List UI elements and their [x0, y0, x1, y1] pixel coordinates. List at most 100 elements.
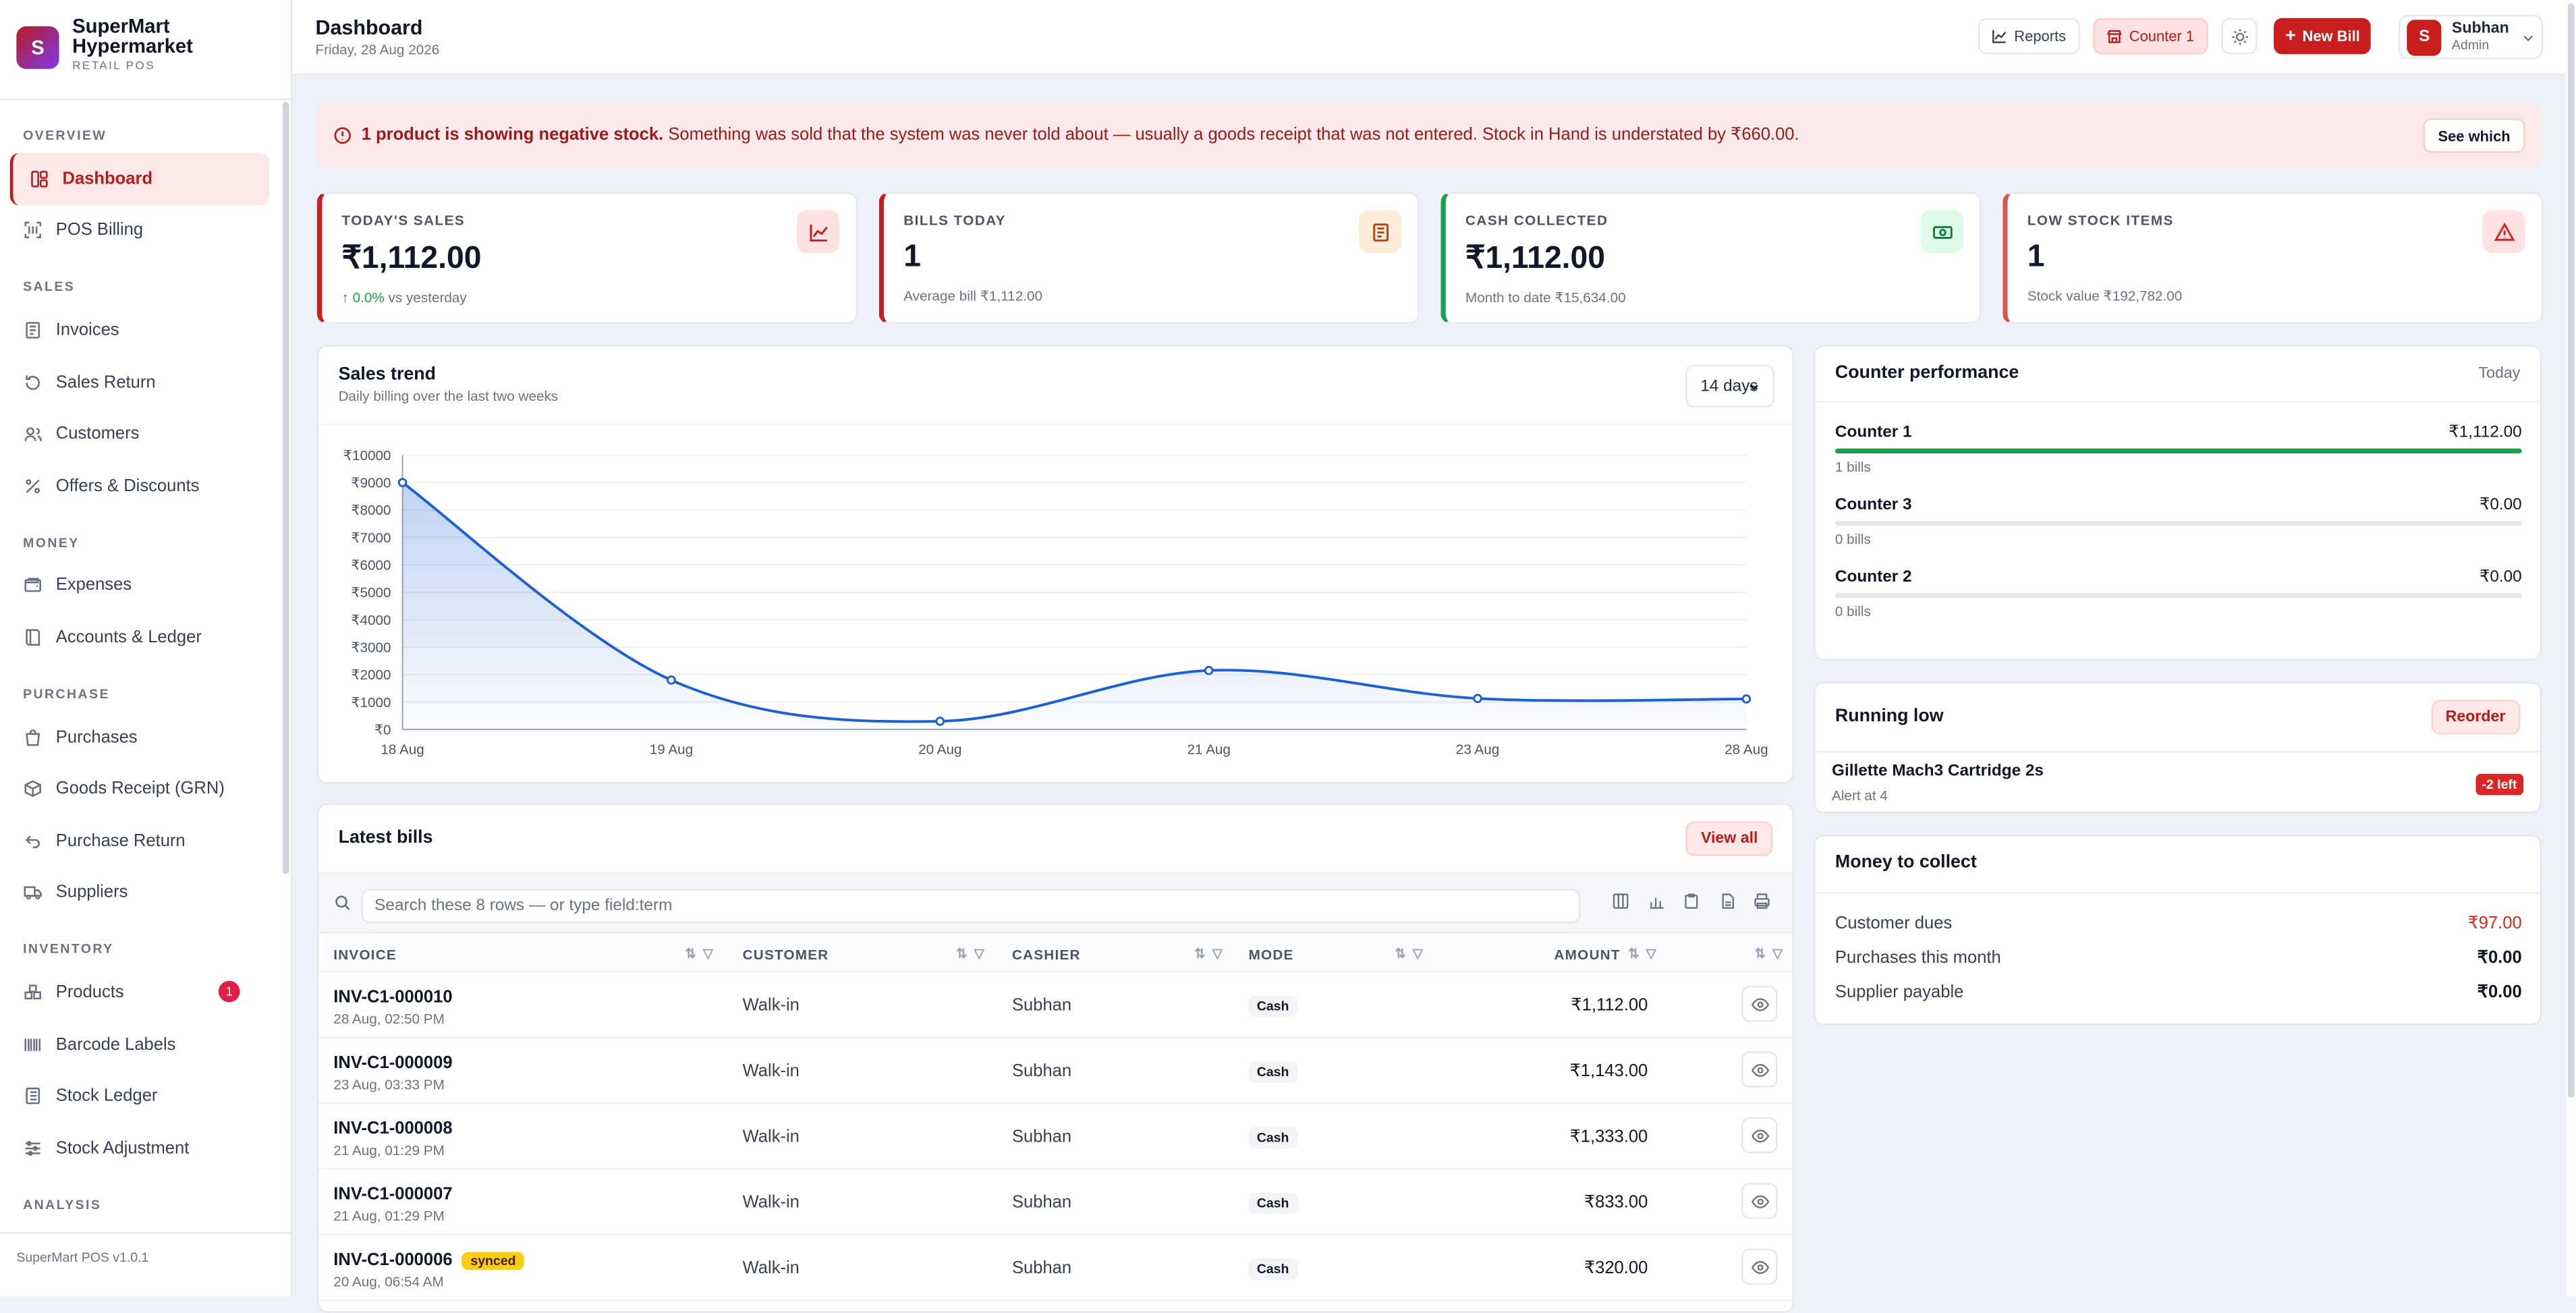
sidebar-item-label: Accounts & Ledger — [55, 627, 202, 648]
spreadsheet-icon[interactable] — [1718, 892, 1737, 910]
sidebar-nav: OVERVIEW Dashboard POS Billing SALES Invoice… — [0, 128, 279, 1232]
sidebar-scrollbar[interactable] — [282, 101, 289, 874]
brand[interactable]: S SuperMart Hypermarket RETAIL POS — [16, 16, 220, 72]
period-label: Today — [2478, 364, 2521, 383]
sidebar-item-expenses[interactable]: Expenses — [0, 559, 279, 611]
user-menu[interactable]: S Subhan Admin — [2399, 14, 2544, 59]
sort-filter-icon[interactable]: ⇅ ▽ — [685, 946, 715, 961]
reorder-button[interactable]: Reorder — [2430, 700, 2521, 735]
sort-filter-icon[interactable]: ⇅ ▽ — [1754, 946, 1785, 961]
view-all-button[interactable]: View all — [1686, 821, 1773, 856]
table-row[interactable]: INV-C1-000007 21 Aug, 01:29 PM Walk-in Subh… — [318, 1170, 1793, 1236]
sidebar-item-label: Sales Return — [55, 372, 156, 392]
column-header-customer[interactable]: CUSTOMER — [742, 946, 829, 963]
column-header-invoice[interactable]: INVOICE — [333, 946, 397, 963]
sidebar-item-sales-return[interactable]: Sales Return — [0, 356, 279, 408]
sidebar-item-goods-receipt-grn[interactable]: Goods Receipt (GRN) — [0, 763, 279, 815]
invoice-number[interactable]: INV-C1-000009 — [333, 1053, 452, 1073]
page-date: Friday, 28 Aug 2026 — [315, 40, 440, 58]
counter-label: Counter 1 — [2129, 28, 2195, 45]
invoice-number[interactable]: INV-C1-000006 synced — [333, 1250, 524, 1270]
payment-mode-badge: Cash — [1248, 1127, 1297, 1149]
data-point — [1204, 665, 1214, 675]
view-bill-button[interactable] — [1741, 1183, 1778, 1219]
sort-filter-icon[interactable]: ⇅ ▽ — [956, 946, 986, 961]
eye-icon — [1750, 1260, 1768, 1273]
divider — [318, 424, 1793, 426]
sidebar-item-purchases[interactable]: Purchases — [0, 711, 279, 763]
card-subtitle: Daily billing over the last two weeks — [338, 387, 559, 405]
kpi-low-stock: LOW STOCK ITEMS 1 Stock value ₹192,782.0… — [2003, 192, 2544, 324]
reports-button[interactable]: Reports — [1978, 18, 2079, 55]
money-label: Customer dues — [1835, 913, 1953, 934]
counter-name: Counter 3 — [1835, 496, 1912, 515]
range-select[interactable]: 14 days — [1685, 364, 1774, 408]
invoice-number[interactable]: INV-C1-000008 — [333, 1119, 452, 1138]
percent-icon — [23, 476, 43, 496]
stock-left-badge: -2 left — [2475, 773, 2524, 795]
sidebar-item-suppliers[interactable]: Suppliers — [0, 867, 279, 919]
view-bill-button[interactable] — [1741, 986, 1778, 1022]
print-icon[interactable] — [1753, 892, 1771, 910]
low-item-name[interactable]: Gillette Mach3 Cartridge 2s — [1832, 762, 2044, 781]
y-tick-label: ₹1000 — [351, 695, 391, 710]
counter-select-button[interactable]: Counter 1 — [2093, 18, 2208, 55]
money-value: ₹0.00 — [2477, 982, 2522, 1003]
column-header-mode[interactable]: MODE — [1248, 946, 1294, 963]
counter-name: Counter 1 — [1835, 424, 1912, 443]
top-header: Dashboard Friday, 28 Aug 2026 Reports Co… — [292, 0, 2567, 76]
new-bill-button[interactable]: + New Bill — [2274, 18, 2372, 55]
sidebar-item-invoices[interactable]: Invoices — [0, 304, 279, 356]
counter-row: Counter 1 ₹1,112.00 1 bills — [1835, 424, 2522, 475]
truck-icon — [23, 883, 43, 902]
eye-icon — [1750, 1063, 1768, 1076]
sort-filter-icon[interactable]: ⇅ ▽ — [1395, 946, 1425, 961]
sidebar-item-purchase-return[interactable]: Purchase Return — [0, 815, 279, 867]
theme-toggle-button[interactable] — [2221, 18, 2258, 55]
view-bill-button[interactable] — [1741, 1051, 1778, 1088]
view-bill-button[interactable] — [1741, 1117, 1778, 1154]
column-header-amount[interactable]: AMOUNT — [1554, 946, 1621, 963]
nav-section-inventory: INVENTORY — [23, 941, 114, 957]
see-which-button[interactable]: See which — [2423, 118, 2525, 153]
store-icon — [2107, 30, 2122, 43]
customer-cell: Walk-in — [742, 1127, 800, 1147]
sidebar-item-pos-billing[interactable]: POS Billing — [0, 204, 279, 256]
invoice-date: 28 Aug, 02:50 PM — [333, 1010, 445, 1027]
sidebar-item-stock-ledger[interactable]: Stock Ledger — [0, 1070, 279, 1122]
table-row[interactable]: INV-C1-000006 synced 20 Aug, 06:54 AM Walk-… — [318, 1235, 1793, 1302]
table-search-input[interactable]: Search these 8 rows — or type field:term — [361, 889, 1581, 924]
clipboard-icon[interactable] — [1682, 892, 1700, 910]
sidebar-item-label: Offers & Discounts — [55, 476, 200, 496]
ledger-icon — [23, 1086, 43, 1106]
counter-progress-bar — [1835, 593, 2522, 598]
brand-name: SuperMart Hypermarket — [72, 14, 193, 58]
low-item-alert: Alert at 4 — [1832, 787, 1888, 804]
sort-filter-icon[interactable]: ⇅ ▽ — [1628, 946, 1658, 961]
view-bill-button[interactable] — [1741, 1248, 1778, 1285]
table-row[interactable]: INV-C1-000008 21 Aug, 01:29 PM Walk-in Subh… — [318, 1104, 1793, 1170]
sidebar-item-customers[interactable]: Customers — [0, 408, 279, 460]
sidebar-item-products[interactable]: Products 1 — [0, 966, 279, 1018]
table-row[interactable]: INV-C1-000010 28 Aug, 02:50 PM Walk-in Subh… — [318, 973, 1793, 1038]
kpi-value: 1 — [903, 240, 922, 275]
sidebar-item-offers-discounts[interactable]: Offers & Discounts — [0, 460, 279, 512]
invoice-number[interactable]: INV-C1-000010 — [333, 987, 452, 1007]
columns-icon[interactable] — [1612, 892, 1630, 910]
sidebar-item-barcode-labels[interactable]: Barcode Labels — [0, 1018, 279, 1070]
sidebar-item-dashboard[interactable]: Dashboard — [9, 152, 270, 205]
invoice-number[interactable]: INV-C1-000007 — [333, 1185, 452, 1204]
counter-progress-bar — [1835, 448, 2522, 454]
table-row[interactable]: INV-C1-000009 23 Aug, 03:33 PM Walk-in Subh… — [318, 1038, 1793, 1105]
sidebar-item-accounts-ledger[interactable]: Accounts & Ledger — [0, 611, 279, 663]
invoice-date: 23 Aug, 03:33 PM — [333, 1075, 445, 1093]
sidebar-item-reports[interactable]: Reports — [0, 1221, 279, 1232]
kpi-label: CASH COLLECTED — [1465, 212, 1608, 229]
sidebar-item-stock-adjustment[interactable]: Stock Adjustment — [0, 1122, 279, 1174]
bar-chart-icon[interactable] — [1648, 892, 1666, 910]
money-to-collect-card: Money to collect Customer dues ₹97.00 Pu… — [1814, 834, 2542, 1026]
column-header-cashier[interactable]: CASHIER — [1011, 946, 1081, 963]
page-scrollbar[interactable] — [2566, 0, 2576, 1297]
customer-cell: Walk-in — [742, 1192, 800, 1213]
sort-filter-icon[interactable]: ⇅ ▽ — [1194, 946, 1225, 961]
